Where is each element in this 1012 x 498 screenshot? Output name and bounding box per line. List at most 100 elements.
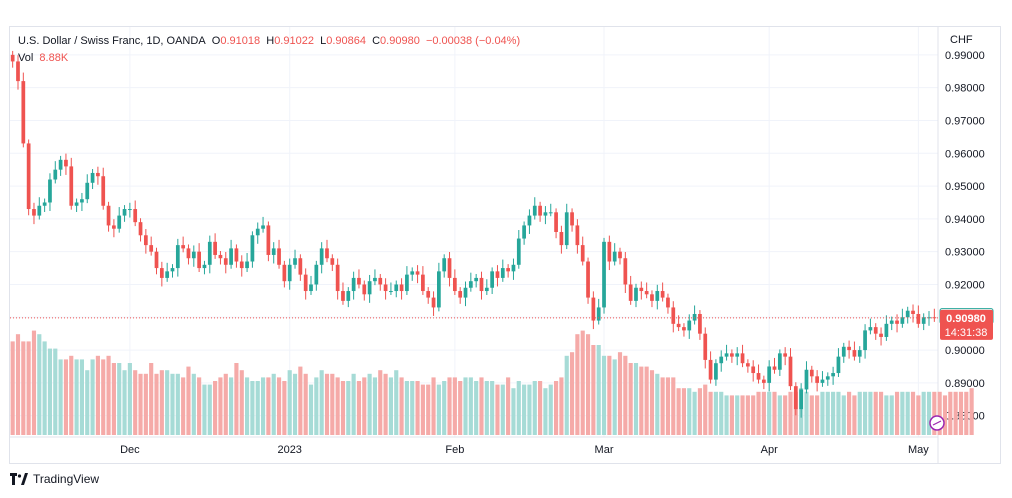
- candle-body: [229, 248, 233, 265]
- volume-bar: [815, 395, 820, 435]
- candle-body: [639, 287, 644, 292]
- y-tick-label: 0.93000: [945, 247, 985, 259]
- volume-bar: [772, 391, 777, 435]
- volume-bar: [250, 381, 255, 435]
- volume-bar: [745, 395, 750, 435]
- symbol-name[interactable]: U.S. Dollar / Swiss Franc, 1D, OANDA: [18, 35, 206, 47]
- y-tick-label: 0.96000: [945, 148, 985, 160]
- volume-bar: [303, 373, 308, 435]
- volume-bar: [287, 370, 292, 435]
- currency-label: CHF: [950, 34, 973, 46]
- candle-body: [900, 317, 905, 324]
- candle-body: [522, 225, 526, 239]
- volume-bar: [953, 391, 958, 435]
- candle-body: [138, 222, 143, 236]
- volume-bar: [735, 395, 740, 435]
- candle-body: [756, 373, 761, 380]
- volume-bar: [836, 391, 841, 435]
- candle-body: [873, 327, 878, 334]
- candle-body: [660, 291, 665, 298]
- candle-body: [527, 215, 532, 226]
- candle-body: [271, 248, 276, 255]
- volume-label[interactable]: Vol: [18, 52, 34, 64]
- chart-settings-icon-slash: [932, 420, 942, 426]
- candle-body: [128, 209, 132, 211]
- volume-bar: [154, 373, 159, 435]
- candle-body: [389, 291, 393, 293]
- candle-body: [682, 327, 686, 331]
- candle-body: [857, 350, 862, 357]
- tradingview-logo[interactable]: TradingView: [10, 472, 99, 486]
- candle-body: [831, 373, 835, 377]
- volume-bar: [639, 366, 644, 435]
- candle-body: [586, 261, 590, 298]
- volume-bar: [692, 391, 697, 435]
- volume-bar: [133, 370, 138, 435]
- volume-bar: [612, 359, 617, 435]
- volume-bar: [404, 381, 409, 435]
- candle-body: [282, 264, 287, 282]
- volume-bar: [122, 370, 127, 435]
- volume-bar: [857, 391, 862, 435]
- candle-body: [394, 284, 399, 292]
- candle-body: [181, 245, 186, 249]
- volume-bar: [740, 395, 745, 435]
- volume-bar: [447, 377, 452, 435]
- volume-bar: [330, 373, 335, 435]
- candle-body: [484, 287, 489, 292]
- volume-bar: [601, 355, 607, 435]
- volume-bar: [356, 381, 362, 435]
- y-tick-label: 0.94000: [945, 214, 985, 226]
- volume-bar: [239, 370, 244, 435]
- candle-body: [767, 366, 772, 383]
- volume-bar: [31, 330, 37, 435]
- candle-body: [373, 277, 377, 282]
- candle-body: [133, 209, 138, 223]
- candle-body: [783, 353, 788, 357]
- low-label: L: [320, 35, 327, 47]
- y-tick-label: 0.98000: [945, 83, 985, 95]
- candle-body: [596, 307, 601, 321]
- candle-body: [106, 205, 111, 226]
- volume-bar: [532, 381, 537, 435]
- last-price-tag: [940, 309, 993, 340]
- volume-bar: [538, 381, 543, 435]
- volume-bar: [543, 388, 548, 435]
- candle-body: [863, 330, 867, 351]
- candle-body: [879, 333, 883, 337]
- volume-bar: [932, 391, 937, 435]
- candle-body: [479, 277, 484, 292]
- candle-body: [325, 248, 329, 259]
- volume-bar: [894, 391, 900, 435]
- volume-bar: [511, 388, 516, 435]
- x-tick-label: Feb: [445, 444, 464, 456]
- candle-body: [532, 205, 537, 216]
- volume-bar: [47, 348, 53, 435]
- candle-body: [239, 261, 244, 269]
- candle-body: [191, 251, 196, 259]
- candle-body: [250, 235, 255, 262]
- volume-bar: [399, 377, 404, 435]
- candle-body: [309, 284, 313, 292]
- candle-body: [287, 264, 292, 282]
- volume-bar: [90, 359, 95, 435]
- close-value: 0.90980: [380, 35, 420, 47]
- candle-body: [698, 313, 702, 334]
- candle-body: [277, 248, 281, 265]
- candle-body: [751, 366, 756, 374]
- volume-bar: [868, 391, 873, 435]
- candle-body: [490, 271, 495, 288]
- candle-body: [69, 166, 74, 206]
- volume-bar: [788, 391, 793, 435]
- close-label: C: [372, 35, 381, 47]
- candle-body: [634, 287, 638, 301]
- candle-body: [692, 313, 697, 321]
- volume-bar: [223, 373, 228, 435]
- candle-body: [42, 202, 47, 206]
- candle-body: [53, 169, 58, 180]
- candle-body: [383, 284, 388, 292]
- volume-bar: [767, 391, 772, 435]
- volume-bar: [479, 377, 484, 435]
- volume-bar: [388, 377, 394, 435]
